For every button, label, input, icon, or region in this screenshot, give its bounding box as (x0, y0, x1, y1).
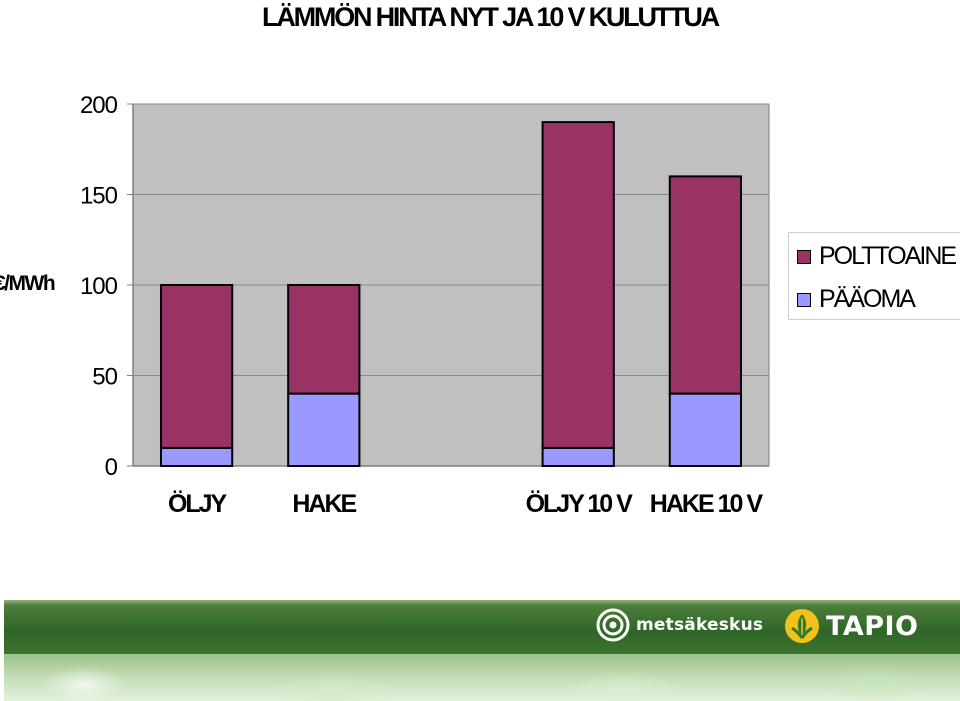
tapio-logo-text: TAPIO (826, 610, 919, 642)
legend-item-polttoaine: POLTTOAINE (797, 242, 957, 271)
x-tick-label: ÖLJY 10 V (526, 489, 634, 518)
legend-swatch-paaoma (797, 292, 811, 307)
footer-banner: metsäkeskus TAPIO (4, 600, 960, 701)
legend-item-paaoma: PÄÄOMA (797, 285, 916, 314)
tapio-logo: TAPIO (784, 608, 919, 644)
legend-label-paaoma: PÄÄOMA (819, 285, 916, 313)
bar-polttoaine (287, 284, 361, 395)
bar-polttoaine (541, 121, 615, 449)
y-tick-label: 0 (105, 454, 118, 481)
y-tick-label: 50 (92, 364, 117, 391)
y-tick-label: 200 (80, 92, 118, 119)
tapio-logo-icon (785, 609, 819, 643)
metsakeskus-logo-icon (596, 608, 630, 642)
bar-paaoma (541, 446, 615, 467)
x-tick-label: HAKE (292, 490, 356, 518)
bar-paaoma (287, 392, 361, 468)
bar-paaoma (159, 446, 234, 467)
chart-area: 0 50 100 150 200 ÖLJY HAKE ÖLJY 10 V HAKE 10 V (80, 92, 770, 518)
y-axis-label: €/MWh (0, 272, 56, 295)
y-tick-label: 100 (80, 273, 118, 300)
chart-title: LÄMMÖN HINTA NYT JA 10 V KULUTTUA (262, 2, 720, 32)
bar-polttoaine (668, 175, 743, 395)
legend-swatch-polttoaine (797, 249, 811, 264)
bar-polttoaine (159, 284, 234, 449)
bar-paaoma (668, 392, 743, 468)
legend: POLTTOAINE PÄÄOMA (788, 232, 960, 320)
legend-label-polttoaine: POLTTOAINE (819, 242, 957, 270)
y-tick-label: 150 (80, 183, 118, 210)
metsakeskus-logo: metsäkeskus (596, 608, 763, 642)
metsakeskus-logo-text: metsäkeskus (636, 615, 764, 635)
x-tick-label: HAKE 10 V (650, 490, 764, 518)
footer-landscape (4, 654, 960, 701)
x-tick-label: ÖLJY (168, 489, 228, 518)
